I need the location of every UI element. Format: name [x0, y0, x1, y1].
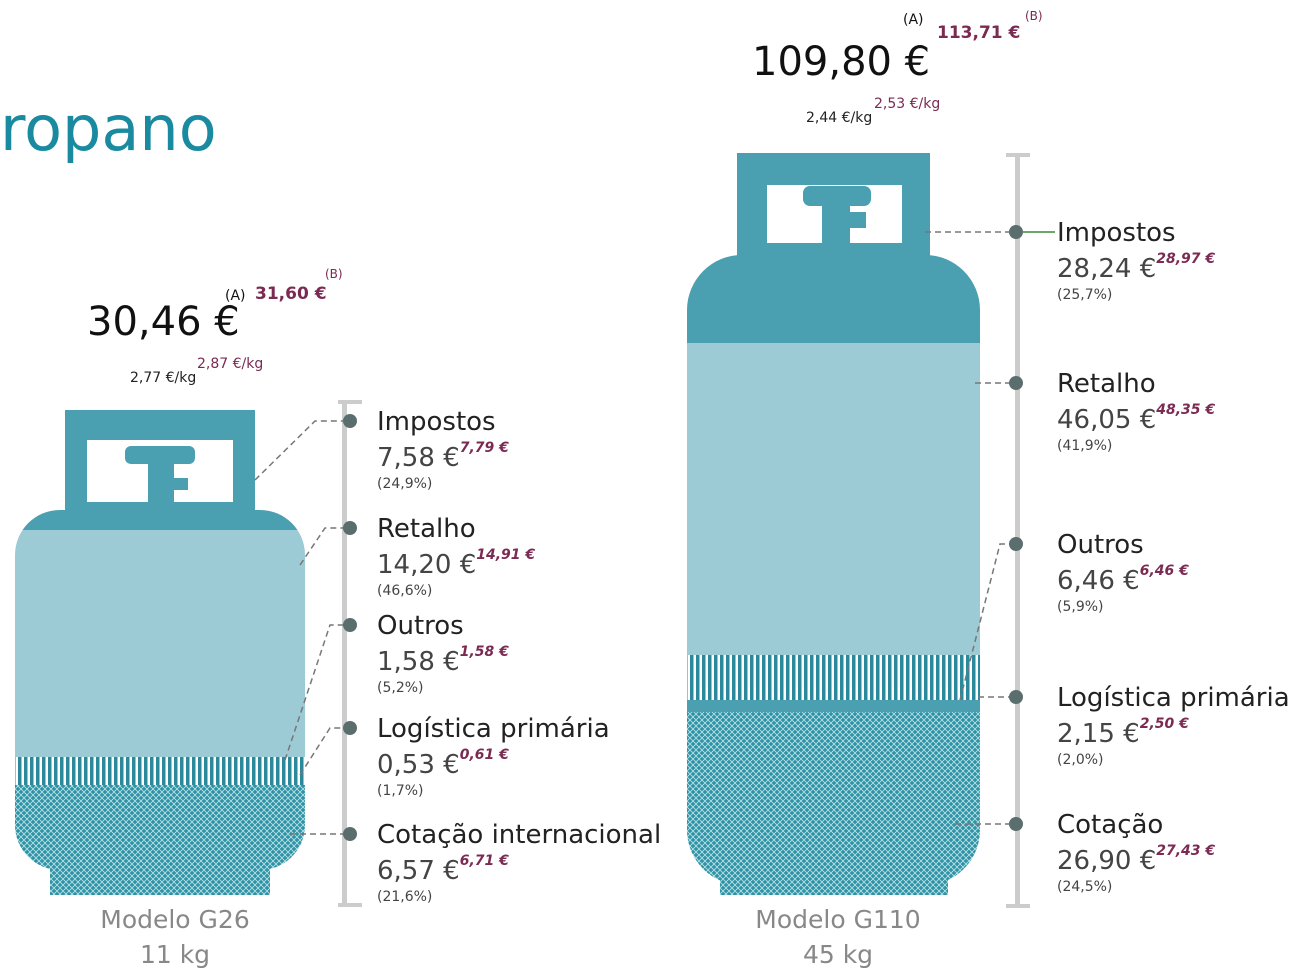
- marker-dot: [1009, 817, 1023, 831]
- value-b: 1,58 €: [460, 644, 509, 660]
- value-a: 46,05 €: [1057, 405, 1156, 435]
- price-b: 31,60 €: [255, 284, 327, 304]
- component-value: 0,53 €0,61 €: [377, 747, 509, 780]
- component-share: (5,2%): [377, 680, 424, 696]
- value-a: 28,24 €: [1057, 254, 1156, 284]
- marker-dot: [343, 827, 357, 841]
- weight: 45 kg: [803, 940, 873, 969]
- model: Modelo G26: [100, 905, 250, 934]
- title: ropano: [0, 92, 217, 165]
- value-b: 6,46 €: [1140, 563, 1189, 579]
- marker-dot: [1009, 537, 1023, 551]
- cylinder-g26: [15, 400, 362, 907]
- model: Modelo G110: [755, 905, 920, 934]
- component-name: Cotação: [1057, 810, 1163, 840]
- marker-dot: [1009, 376, 1023, 390]
- component-share: (46,6%): [377, 583, 432, 599]
- component-share: (24,9%): [377, 476, 432, 492]
- price-a: 109,80 €: [752, 39, 930, 85]
- value-a: 1,58 €: [377, 647, 460, 677]
- component-value: 26,90 €27,43 €: [1057, 843, 1215, 876]
- per-kg-a: 2,44 €/kg: [806, 110, 872, 126]
- component-name: Impostos: [1057, 218, 1176, 248]
- component-share: (2,0%): [1057, 752, 1104, 768]
- value-b: 0,61 €: [460, 747, 509, 763]
- marker-dot: [1009, 690, 1023, 704]
- component-name: Impostos: [377, 407, 496, 437]
- component-name: Retalho: [1057, 369, 1156, 399]
- value-a: 6,57 €: [377, 856, 460, 886]
- component-share: (41,9%): [1057, 438, 1112, 454]
- component-share: (24,5%): [1057, 879, 1112, 895]
- price-a-marker: (A): [903, 12, 924, 28]
- marker-dot: [343, 414, 357, 428]
- marker-dot: [1009, 225, 1023, 239]
- value-a: 2,15 €: [1057, 719, 1140, 749]
- marker-dot: [343, 618, 357, 632]
- marker-dot: [343, 521, 357, 535]
- price-b-marker: (B): [1025, 9, 1043, 23]
- component-share: (25,7%): [1057, 287, 1112, 303]
- weight: 11 kg: [140, 940, 210, 969]
- component-share: (5,9%): [1057, 599, 1104, 615]
- per-kg-b: 2,87 €/kg: [197, 356, 263, 372]
- component-name: Logística primária: [377, 714, 610, 744]
- value-a: 0,53 €: [377, 750, 460, 780]
- value-b: 14,91 €: [476, 547, 535, 563]
- component-share: (21,6%): [377, 889, 432, 905]
- component-value: 28,24 €28,97 €: [1057, 251, 1215, 284]
- per-kg-a: 2,77 €/kg: [130, 370, 196, 386]
- component-name: Logística primária: [1057, 683, 1290, 713]
- component-value: 6,57 €6,71 €: [377, 853, 509, 886]
- value-a: 6,46 €: [1057, 566, 1140, 596]
- component-value: 46,05 €48,35 €: [1057, 402, 1215, 435]
- value-a: 14,20 €: [377, 550, 476, 580]
- price-a-marker: (A): [225, 288, 246, 304]
- value-b: 7,79 €: [460, 440, 509, 456]
- cylinder-g110: [687, 153, 1055, 908]
- value-b: 27,43 €: [1156, 843, 1215, 859]
- price-b-marker: (B): [325, 267, 343, 281]
- component-value: 1,58 €1,58 €: [377, 644, 509, 677]
- value-a: 7,58 €: [377, 443, 460, 473]
- value-b: 6,71 €: [460, 853, 509, 869]
- component-share: (1,7%): [377, 783, 424, 799]
- component-name: Outros: [1057, 530, 1144, 560]
- price-a: 30,46 €: [87, 299, 240, 345]
- component-name: Retalho: [377, 514, 476, 544]
- component-name: Cotação internacional: [377, 820, 661, 850]
- value-b: 28,97 €: [1156, 251, 1215, 267]
- component-value: 2,15 €2,50 €: [1057, 716, 1189, 749]
- per-kg-b: 2,53 €/kg: [874, 96, 940, 112]
- value-b: 48,35 €: [1155, 402, 1215, 418]
- value-a: 26,90 €: [1057, 846, 1156, 876]
- component-name: Outros: [377, 611, 464, 641]
- component-value: 6,46 €6,46 €: [1057, 563, 1189, 596]
- component-value: 14,20 €14,91 €: [377, 547, 535, 580]
- value-b: 2,50 €: [1140, 716, 1189, 732]
- marker-dot: [343, 721, 357, 735]
- price-b: 113,71 €: [937, 23, 1020, 43]
- component-value: 7,58 €7,79 €: [377, 440, 509, 473]
